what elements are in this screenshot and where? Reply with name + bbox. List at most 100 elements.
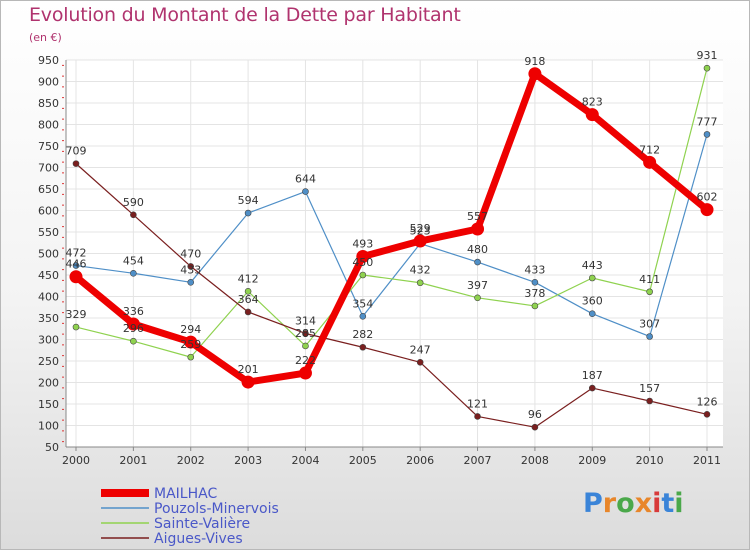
y-tick-label: 150	[38, 398, 59, 411]
data-point	[130, 211, 137, 219]
data-label: 602	[697, 191, 718, 204]
data-point	[72, 160, 80, 167]
data-point	[646, 397, 653, 405]
data-point	[356, 250, 370, 264]
data-point	[703, 411, 711, 418]
y-tick-label: 250	[38, 355, 59, 368]
data-point	[531, 302, 539, 310]
logo-letter: o	[616, 488, 635, 519]
data-point	[531, 279, 539, 286]
series-line	[72, 70, 711, 386]
data-label: 470	[180, 247, 201, 260]
data-label: 709	[66, 145, 87, 158]
data-label: 454	[123, 254, 144, 267]
data-point	[646, 288, 653, 296]
data-label: 222	[295, 354, 316, 367]
logo-letter: P	[583, 488, 603, 519]
data-point	[69, 270, 83, 284]
data-point	[588, 274, 596, 282]
data-label: 931	[697, 49, 718, 62]
data-point	[416, 358, 424, 366]
y-tick-label: 800	[38, 119, 59, 132]
chart-title: Evolution du Montant de la Dette par Hab…	[29, 4, 461, 26]
data-label: 493	[352, 238, 373, 251]
x-tick-label: 2008	[521, 454, 549, 467]
data-label: 823	[582, 96, 603, 109]
logo-letter: x	[634, 488, 653, 519]
data-label: 282	[352, 328, 373, 341]
data-label: 450	[352, 256, 373, 269]
logo-letter: i	[674, 488, 684, 519]
y-tick-label: 700	[38, 162, 59, 175]
y-tick-label: 650	[38, 183, 59, 196]
legend-label: MAILHAC	[154, 486, 217, 502]
data-point	[703, 131, 711, 138]
data-label: 121	[467, 397, 488, 410]
data-point	[703, 64, 711, 72]
legend-label: Pouzols-Minervois	[154, 501, 279, 517]
data-point	[72, 262, 80, 269]
x-tick-label: 2006	[406, 454, 434, 467]
data-label: 187	[582, 369, 603, 382]
x-tick-label: 2001	[119, 454, 147, 467]
data-label: 523	[410, 225, 431, 238]
data-point	[302, 342, 309, 350]
data-point	[244, 308, 252, 316]
data-label: 360	[582, 295, 603, 308]
y-tick-label: 50	[45, 441, 59, 454]
data-point	[130, 269, 137, 277]
data-label: 126	[697, 395, 718, 408]
data-point	[241, 375, 255, 389]
data-label: 247	[410, 343, 431, 356]
y-tick-label: 550	[38, 226, 59, 239]
y-tick-label: 750	[38, 140, 59, 153]
data-label: 433	[180, 263, 201, 276]
data-label: 644	[295, 173, 316, 186]
data-label: 307	[639, 317, 660, 330]
data-label: 712	[639, 143, 660, 156]
data-point	[588, 310, 596, 318]
data-point	[413, 234, 427, 248]
y-tick-label: 300	[38, 334, 59, 347]
data-point	[359, 343, 367, 351]
proxiti-logo: Proxiti	[583, 488, 684, 519]
data-label: 529	[410, 222, 431, 235]
y-tick-label: 200	[38, 377, 59, 390]
logo-letter: i	[652, 488, 662, 519]
y-tick-label: 400	[38, 291, 59, 304]
logo-letter: t	[661, 488, 675, 519]
data-label: 443	[582, 259, 603, 272]
data-point	[474, 294, 481, 302]
data-label: 397	[467, 279, 488, 292]
data-point	[646, 333, 653, 340]
y-tick-label: 100	[38, 420, 59, 433]
data-point	[187, 353, 195, 361]
logo-letter: r	[602, 488, 617, 519]
y-tick-label: 850	[38, 97, 59, 110]
y-tick-label: 900	[38, 76, 59, 89]
data-label: 446	[66, 258, 87, 271]
y-tick-label: 450	[38, 269, 59, 282]
data-label: 201	[238, 363, 259, 376]
data-point	[474, 413, 481, 420]
data-label: 433	[524, 263, 545, 276]
x-tick-label: 2004	[291, 454, 319, 467]
data-point	[72, 323, 80, 331]
series-line	[75, 163, 708, 428]
data-point	[359, 271, 367, 279]
data-label: 472	[66, 247, 87, 260]
data-point	[244, 288, 252, 295]
data-label: 557	[467, 210, 488, 223]
data-label: 296	[123, 322, 144, 335]
legend-label: Sainte-Valière	[154, 516, 250, 532]
data-point	[302, 330, 309, 337]
data-label: 480	[467, 243, 488, 256]
chart-subtitle: (en €)	[29, 31, 62, 44]
x-tick-label: 2003	[234, 454, 262, 467]
data-label: 412	[238, 272, 259, 285]
data-point	[585, 108, 599, 122]
x-tick-label: 2000	[62, 454, 90, 467]
data-label: 918	[524, 55, 545, 68]
data-label: 777	[697, 115, 718, 128]
